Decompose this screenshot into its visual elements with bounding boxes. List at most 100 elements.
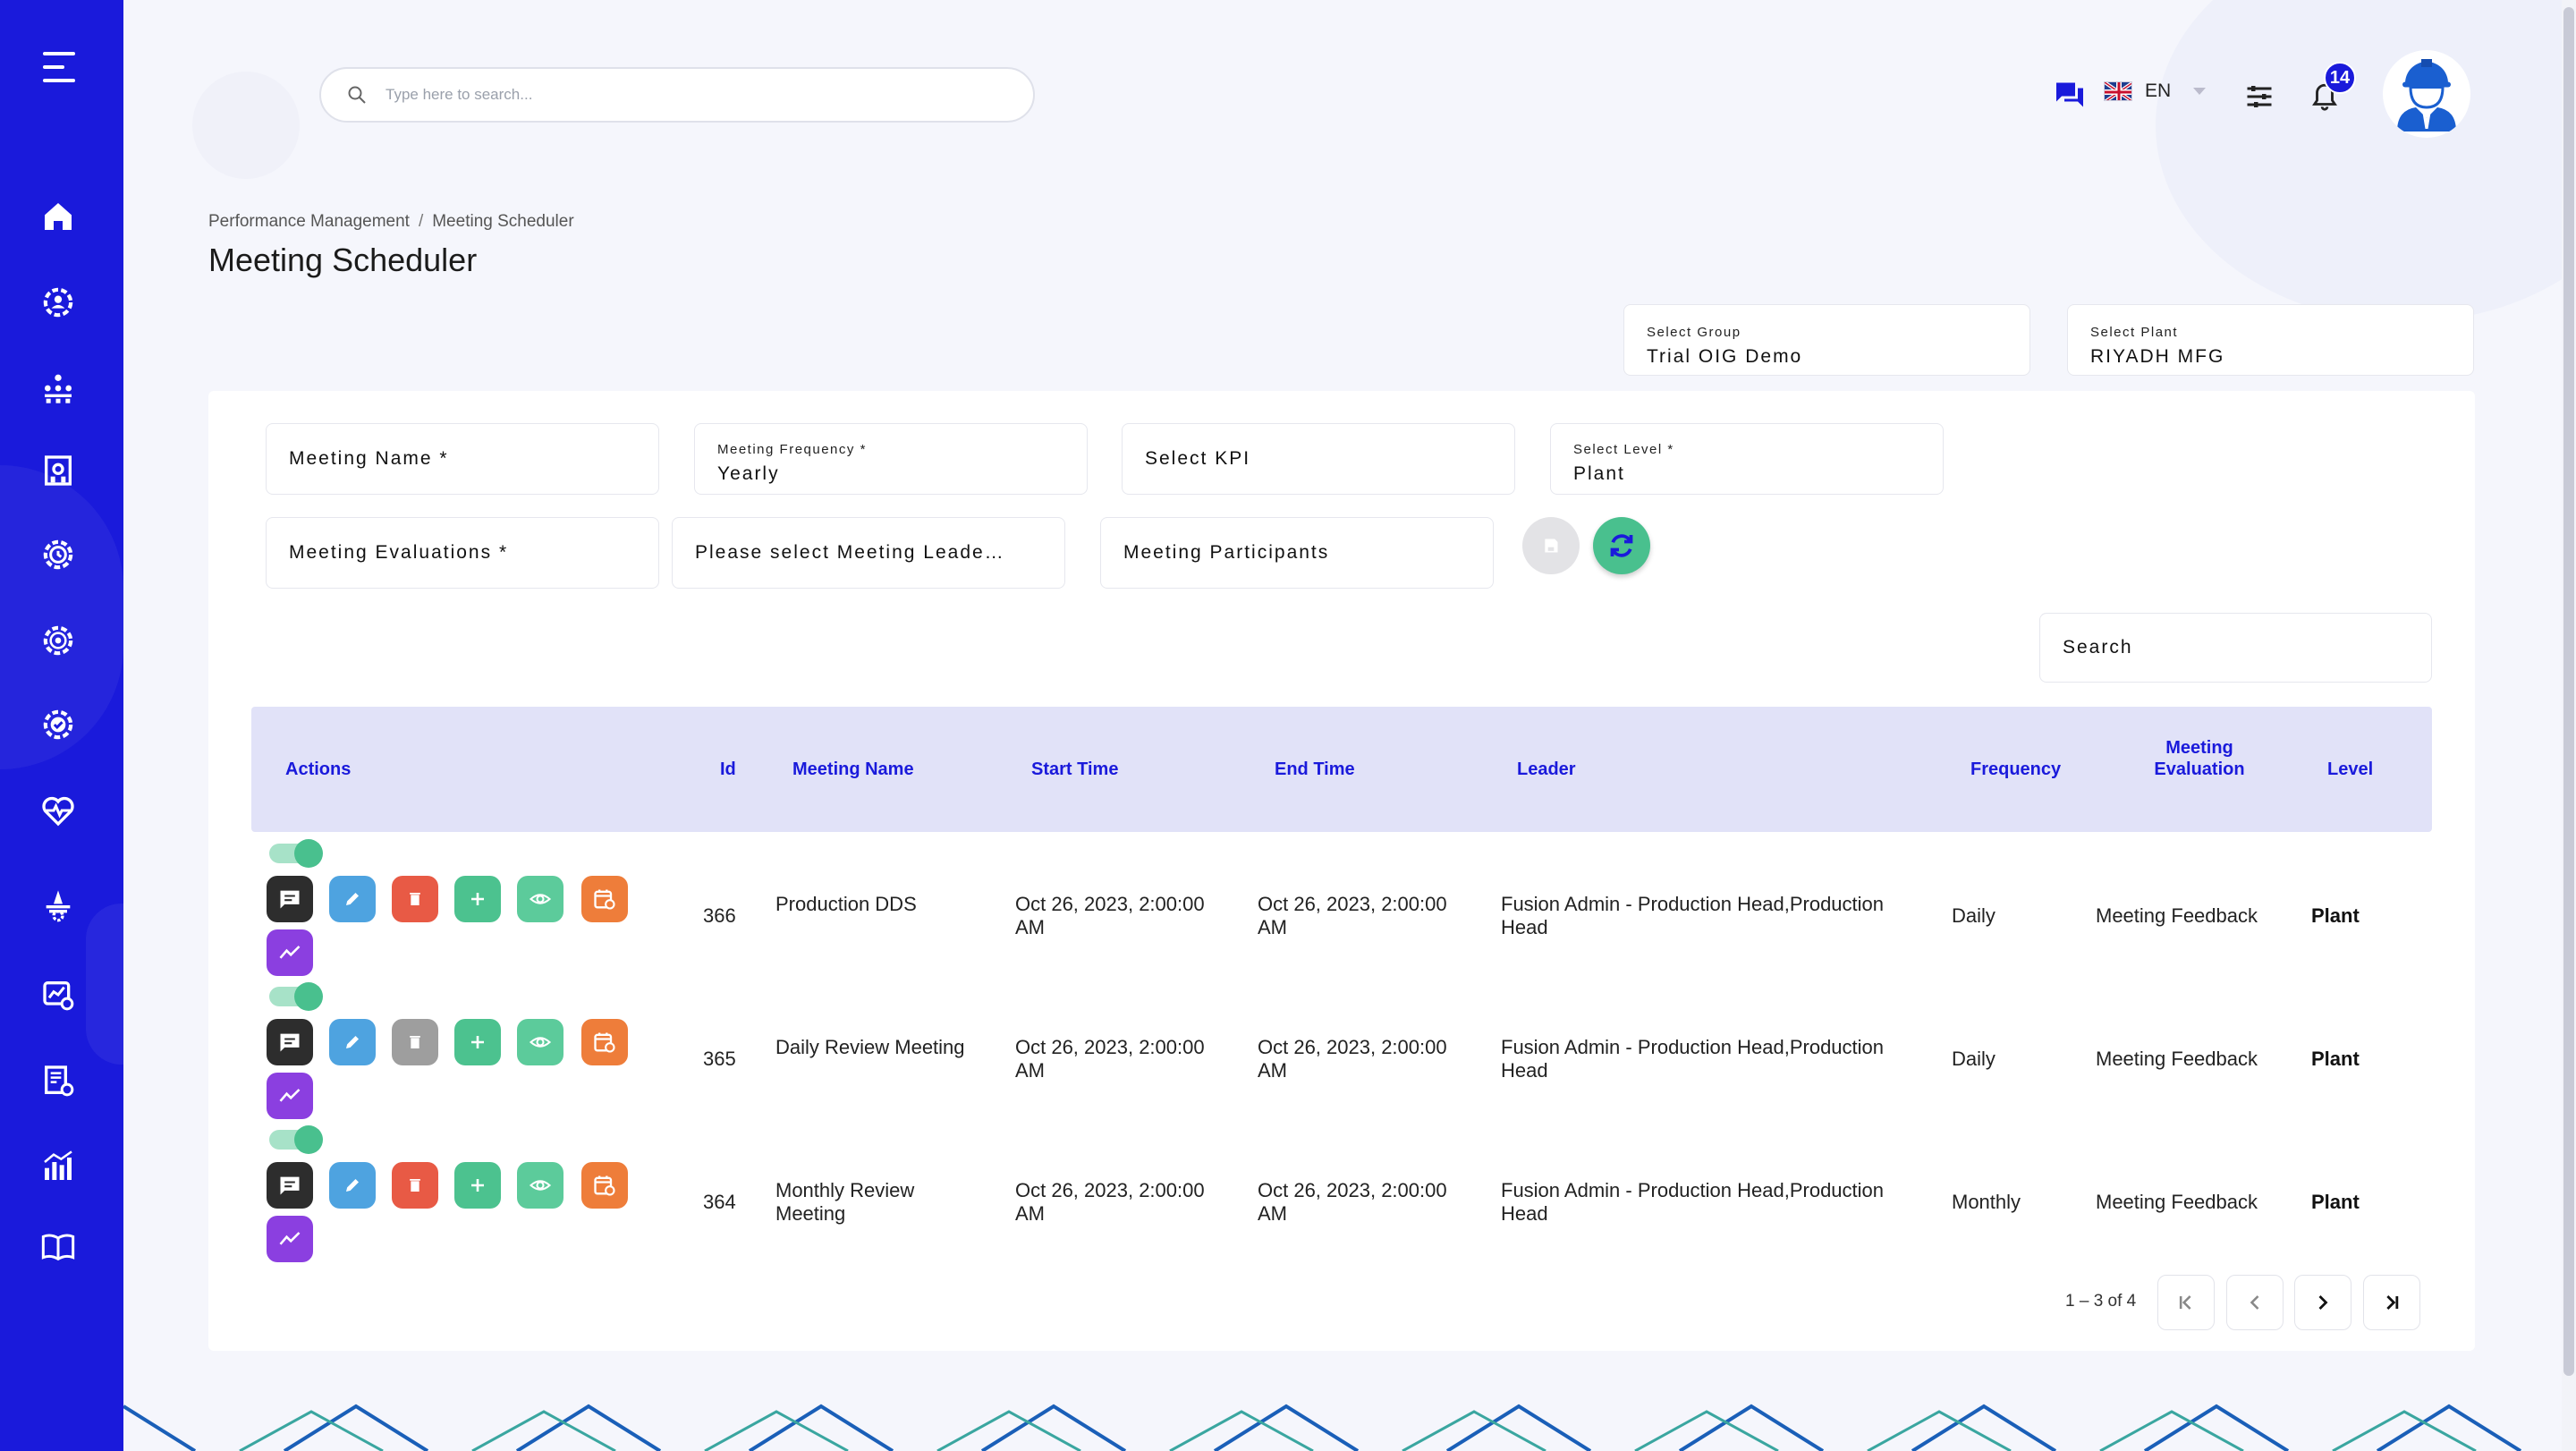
- sidebar-item-infrastructure[interactable]: [38, 886, 78, 925]
- cell-meeting-evaluation: Meeting Feedback: [2096, 1048, 2258, 1070]
- global-search[interactable]: [319, 67, 1035, 123]
- meeting-evaluations-dropdown[interactable]: Meeting Evaluations *: [266, 517, 659, 589]
- scrollbar-thumb[interactable]: [2563, 7, 2574, 1376]
- reset-button[interactable]: [1593, 517, 1650, 574]
- cell-level: Plant: [2311, 1048, 2360, 1070]
- column-frequency[interactable]: Frequency: [1970, 759, 2062, 779]
- add-button[interactable]: [454, 876, 501, 922]
- delete-button[interactable]: [392, 1162, 438, 1209]
- column-meeting-name[interactable]: Meeting Name: [792, 759, 914, 779]
- book-icon: [41, 1234, 75, 1261]
- cell-meeting-name: Production DDS: [775, 893, 917, 915]
- column-meeting-evaluation[interactable]: Meeting Evaluation: [2148, 737, 2251, 780]
- avatar[interactable]: [2383, 50, 2470, 138]
- sidebar-item-analytics-settings[interactable]: [38, 975, 78, 1014]
- cell-meeting-name: Monthly Review Meeting: [775, 1179, 915, 1225]
- sidebar-item-scheduler[interactable]: [38, 535, 78, 574]
- view-icon: [529, 894, 552, 904]
- add-icon: [471, 1036, 484, 1048]
- select-group-label: Select Group: [1647, 325, 1741, 340]
- breadcrumb-separator: /: [418, 212, 424, 231]
- search-input[interactable]: [386, 86, 922, 104]
- schedule-button[interactable]: [581, 1162, 628, 1209]
- edit-button[interactable]: [329, 876, 376, 922]
- comment-button[interactable]: [267, 1019, 313, 1065]
- sidebar-item-plant[interactable]: [38, 451, 78, 490]
- last-page-button[interactable]: [2363, 1275, 2420, 1330]
- comment-icon: [280, 1033, 300, 1052]
- prev-page-button[interactable]: [2226, 1275, 2284, 1330]
- trend-icon: [279, 946, 301, 959]
- cell-meeting-name: Daily Review Meeting: [775, 1036, 965, 1058]
- sidebar-item-reports[interactable]: [38, 1061, 78, 1100]
- trend-button[interactable]: [267, 1073, 313, 1119]
- table-search-field[interactable]: Search: [2039, 613, 2432, 683]
- tower-icon: [46, 890, 71, 922]
- select-level-dropdown[interactable]: Select Level * Plant: [1550, 423, 1944, 495]
- next-page-button[interactable]: [2294, 1275, 2351, 1330]
- edit-button[interactable]: [329, 1162, 376, 1209]
- trend-icon: [279, 1232, 301, 1245]
- search-icon: [348, 86, 366, 104]
- meeting-evaluations-placeholder: Meeting Evaluations *: [289, 542, 509, 563]
- sidebar-item-health[interactable]: [38, 791, 78, 830]
- select-kpi-dropdown[interactable]: Select KPI: [1122, 423, 1515, 495]
- sidebar-item-people-settings[interactable]: [38, 283, 78, 322]
- menu-icon[interactable]: [43, 52, 79, 82]
- column-start-time[interactable]: Start Time: [1031, 759, 1119, 779]
- table-row: 365 Daily Review Meeting Oct 26, 2023, 2…: [251, 980, 2432, 1123]
- edit-button[interactable]: [329, 1019, 376, 1065]
- comment-button[interactable]: [267, 1162, 313, 1209]
- add-icon: [471, 1179, 484, 1192]
- select-plant-dropdown[interactable]: Select Plant RIYADH MFG: [2067, 304, 2474, 376]
- select-group-dropdown[interactable]: Select Group Trial OIG Demo: [1623, 304, 2030, 376]
- comment-button[interactable]: [267, 876, 313, 922]
- view-button[interactable]: [517, 876, 564, 922]
- sidebar-item-team[interactable]: [38, 369, 78, 408]
- chevron-down-icon[interactable]: [2193, 88, 2206, 95]
- calendar-refresh-icon: [594, 1175, 615, 1196]
- sidebar-item-targets[interactable]: [38, 621, 78, 660]
- view-button[interactable]: [517, 1162, 564, 1209]
- active-toggle[interactable]: [269, 839, 323, 868]
- add-button[interactable]: [454, 1162, 501, 1209]
- chat-icon[interactable]: [2054, 79, 2086, 115]
- pagination-range: 1 – 3 of 4: [2065, 1292, 2137, 1311]
- language-selector[interactable]: EN: [2104, 81, 2171, 102]
- delete-icon: [410, 893, 420, 905]
- sidebar-item-tasks[interactable]: [38, 705, 78, 744]
- cell-level: Plant: [2311, 1191, 2360, 1213]
- breadcrumb-parent[interactable]: Performance Management: [208, 212, 410, 231]
- column-end-time[interactable]: End Time: [1275, 759, 1355, 779]
- active-toggle[interactable]: [269, 982, 323, 1011]
- trend-button[interactable]: [267, 1216, 313, 1262]
- save-button[interactable]: [1522, 517, 1580, 574]
- meeting-name-field[interactable]: Meeting Name *: [266, 423, 659, 495]
- schedule-button[interactable]: [581, 1019, 628, 1065]
- column-id[interactable]: Id: [720, 759, 736, 779]
- trend-button[interactable]: [267, 929, 313, 976]
- edit-icon: [346, 1036, 359, 1048]
- delete-button[interactable]: [392, 1019, 438, 1065]
- cell-start-time: Oct 26, 2023, 2:00:00 AM: [1015, 1036, 1205, 1082]
- sidebar-item-docs[interactable]: [38, 1227, 78, 1267]
- meeting-participants-dropdown[interactable]: Meeting Participants: [1100, 517, 1494, 589]
- meeting-frequency-dropdown[interactable]: Meeting Frequency * Yearly: [694, 423, 1088, 495]
- schedule-button[interactable]: [581, 876, 628, 922]
- column-level[interactable]: Level: [2327, 759, 2374, 779]
- add-button[interactable]: [454, 1019, 501, 1065]
- sidebar-item-statistics[interactable]: [38, 1147, 78, 1186]
- active-toggle[interactable]: [269, 1125, 323, 1154]
- delete-button[interactable]: [392, 876, 438, 922]
- cell-meeting-evaluation: Meeting Feedback: [2096, 904, 2258, 927]
- comment-icon: [280, 1176, 300, 1195]
- column-leader[interactable]: Leader: [1517, 759, 1576, 779]
- filter-settings-icon[interactable]: [2243, 81, 2275, 117]
- view-button[interactable]: [517, 1019, 564, 1065]
- sidebar-item-home[interactable]: [38, 197, 78, 236]
- meeting-leader-dropdown[interactable]: Please select Meeting Leade…: [672, 517, 1065, 589]
- cell-level: Plant: [2311, 904, 2360, 927]
- select-level-value: Plant: [1573, 463, 1625, 484]
- first-page-button[interactable]: [2157, 1275, 2215, 1330]
- heart-pulse-icon: [42, 796, 74, 827]
